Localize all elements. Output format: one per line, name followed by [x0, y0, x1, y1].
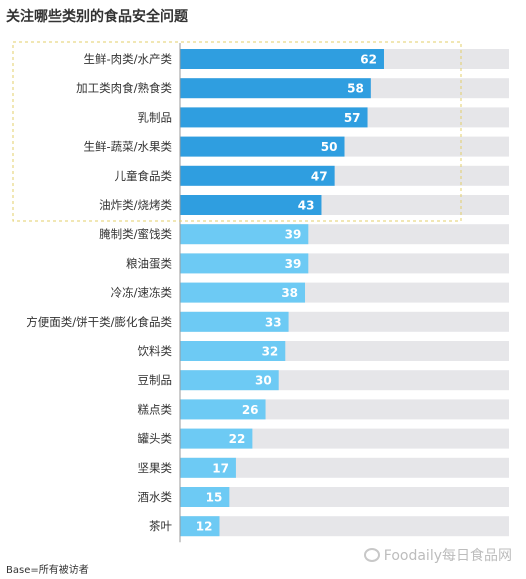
bar	[180, 428, 253, 449]
watermark: Foodaily每日食品网	[363, 545, 512, 565]
bar	[180, 136, 345, 157]
bar	[180, 165, 335, 186]
category-label: 加工类肉食/熟食类	[76, 81, 172, 95]
category-label: 豆制品	[138, 373, 173, 387]
bar	[180, 370, 279, 391]
bar	[180, 399, 266, 420]
wechat-icon	[363, 548, 380, 562]
value-label: 32	[262, 345, 279, 359]
category-label: 粮油蛋类	[126, 256, 172, 270]
bar	[180, 49, 384, 69]
category-label: 乳制品	[138, 110, 173, 124]
bar	[180, 311, 289, 332]
bar	[180, 78, 371, 99]
value-label: 43	[298, 199, 315, 213]
value-label: 33	[265, 315, 282, 329]
bars	[180, 49, 384, 537]
value-label: 58	[347, 82, 364, 96]
bar	[180, 224, 309, 245]
category-label: 糕点类	[138, 402, 173, 416]
value-label: 22	[229, 432, 246, 446]
value-label: 26	[242, 403, 259, 417]
value-label: 39	[285, 257, 302, 271]
bar-track	[180, 516, 509, 537]
value-label: 15	[206, 491, 223, 505]
highlight-box	[12, 41, 462, 222]
value-label: 39	[285, 228, 302, 242]
bar	[180, 107, 368, 128]
category-label: 方便面类/饼干类/膨化食品类	[26, 315, 172, 329]
bar	[180, 487, 230, 507]
value-label: 57	[344, 111, 361, 125]
category-label: 冷冻/速冻类	[111, 286, 173, 300]
category-label: 生鲜-肉类/水产类	[83, 52, 172, 66]
base-footnote: Base=所有被访者	[6, 565, 89, 576]
value-label: 47	[311, 169, 328, 183]
category-label: 腌制类/蜜饯类	[99, 227, 172, 241]
value-labels: 62 58 57 50 47 43 39 39 38 33 32 30 26 22 17 15 12	[196, 53, 377, 534]
category-label: 茶叶	[149, 519, 172, 533]
bar	[180, 341, 286, 361]
value-label: 62	[360, 53, 377, 67]
category-label: 儿童食品类	[115, 169, 173, 183]
bar	[180, 282, 306, 303]
value-label: 12	[196, 520, 213, 534]
bar	[180, 195, 322, 215]
category-label: 生鲜-蔬菜/水果类	[83, 140, 172, 154]
category-label: 饮料类	[138, 344, 173, 358]
bar-track	[180, 487, 509, 507]
category-labels: 生鲜-肉类/水产类加工类肉食/熟食类乳制品生鲜-蔬菜/水果类儿童食品类油炸类/烧…	[26, 52, 172, 533]
value-label: 17	[212, 461, 229, 475]
bar	[180, 457, 236, 478]
watermark-text: Foodaily每日食品网	[383, 548, 512, 564]
category-label: 罐头类	[138, 432, 173, 446]
bar-track	[180, 457, 509, 478]
value-label: 38	[281, 286, 298, 300]
category-label: 油炸类/烧烤类	[99, 198, 172, 212]
bar	[180, 253, 309, 274]
value-label: 50	[321, 140, 338, 154]
value-label: 30	[255, 374, 272, 388]
category-label: 坚果类	[138, 461, 173, 475]
chart-title: 关注哪些类别的食品安全问题	[6, 9, 188, 25]
category-label: 酒水类	[138, 490, 173, 504]
bar-track	[180, 428, 509, 449]
bar	[180, 516, 220, 537]
